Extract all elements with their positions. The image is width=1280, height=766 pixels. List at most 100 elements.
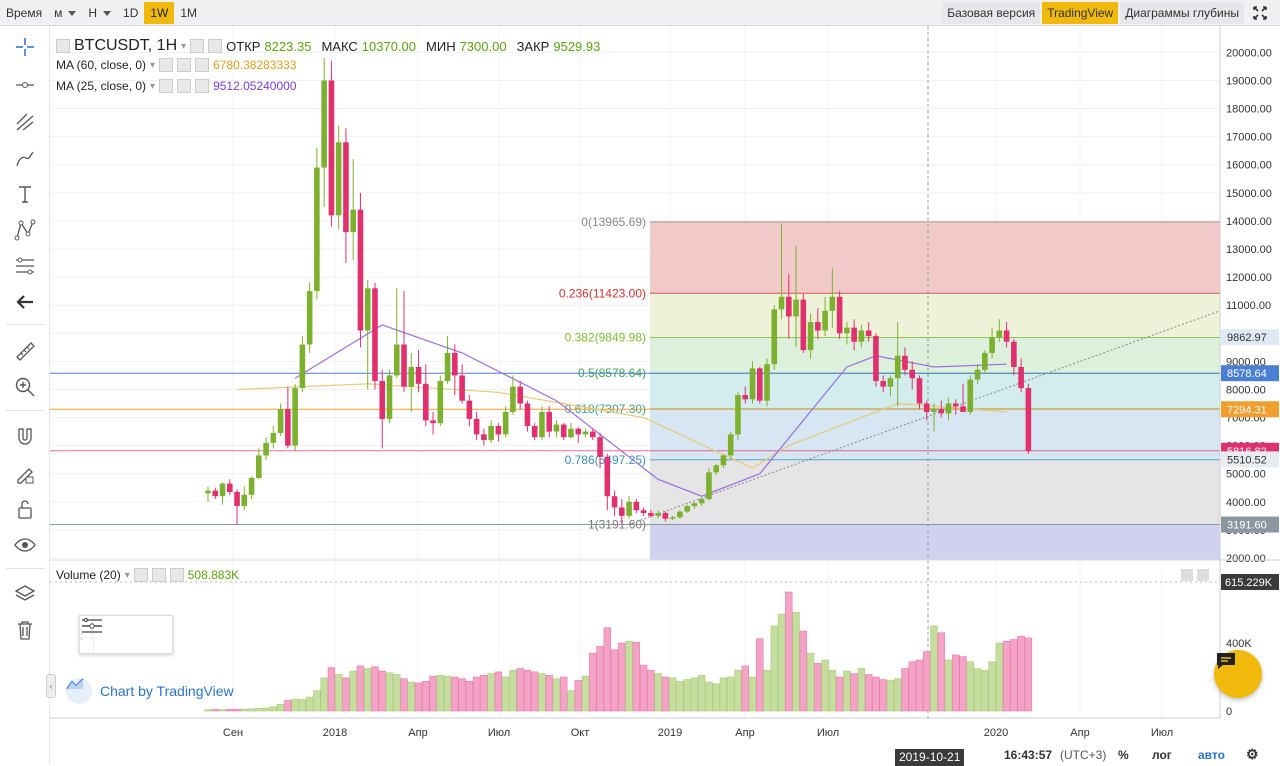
ruler-icon[interactable] <box>10 336 40 366</box>
volume-bar <box>574 680 582 712</box>
volume-dropdown-icon[interactable]: ▾ <box>124 569 130 581</box>
ma60-eye-icon[interactable] <box>159 58 174 72</box>
eye-icon[interactable] <box>10 530 40 560</box>
tradingview-brand[interactable]: Chart by TradingView <box>66 678 234 704</box>
ma25-eye-icon[interactable] <box>159 79 174 93</box>
price-tick-label: 14000.00 <box>1226 216 1272 228</box>
lock-drawing-icon[interactable] <box>10 458 40 488</box>
volume-bar <box>777 613 786 712</box>
volume-bar <box>465 680 474 712</box>
pitchfork-icon[interactable] <box>10 107 40 137</box>
close-label: ЗАКР <box>516 38 550 54</box>
volume-bar <box>625 640 633 712</box>
ma25-settings-icon[interactable] <box>177 79 192 93</box>
price-badge-label: 9862.97 <box>1227 332 1267 344</box>
candle-body <box>909 369 916 379</box>
drag-handle[interactable]: ⋮⋮ <box>77 616 97 653</box>
candle-body <box>611 496 618 508</box>
candle-body <box>219 483 226 497</box>
ma60-dropdown-icon[interactable]: ▾ <box>150 59 156 71</box>
price-tick-label: 18000.00 <box>1226 104 1272 116</box>
candle-body <box>248 477 255 495</box>
volume-bar <box>443 675 452 712</box>
trash-icon[interactable] <box>10 615 40 645</box>
ma60-settings-icon[interactable] <box>177 58 192 72</box>
time-tick-label: Апр <box>408 727 427 739</box>
collapse-toolbar-button[interactable]: ‹ <box>46 674 56 698</box>
legend-settings-icon-2[interactable] <box>208 39 223 53</box>
crosshair-icon[interactable] <box>10 32 40 62</box>
brand-text[interactable]: Chart by TradingView <box>100 683 234 699</box>
candle-body <box>916 378 923 404</box>
volume-tick-label: 0 <box>1226 706 1232 718</box>
ma60-label[interactable]: MA (60, close, 0) <box>56 58 147 72</box>
candle-body <box>582 431 589 435</box>
volume-bar <box>632 641 641 712</box>
interval-1w-button[interactable]: 1W <box>144 1 175 24</box>
volume-eye-icon[interactable] <box>133 568 148 582</box>
symbol-dropdown-icon[interactable]: ▾ <box>181 40 187 52</box>
unlock-icon[interactable] <box>10 494 40 524</box>
hour-interval-dropdown[interactable]: Н <box>82 2 117 24</box>
volume-bar <box>240 708 248 712</box>
low-value: 7300.00 <box>459 38 507 54</box>
interval-1m-button[interactable]: 1M <box>180 5 198 20</box>
candle-body <box>597 437 603 457</box>
candle-body <box>415 366 422 384</box>
timezone-label[interactable]: (UTC+3) <box>1060 747 1107 762</box>
magnet-icon[interactable] <box>10 422 40 452</box>
interval-1d-button[interactable]: 1D <box>123 5 139 20</box>
minute-interval-dropdown[interactable]: м <box>48 2 82 24</box>
fullscreen-icon[interactable] <box>1246 2 1274 24</box>
ma25-label[interactable]: MA (25, close, 0) <box>56 79 147 93</box>
auto-toggle[interactable]: авто <box>1198 747 1225 762</box>
price-badge <box>1221 401 1279 418</box>
candle-body <box>829 296 836 311</box>
tradingview-view-button[interactable]: TradingView <box>1042 1 1119 24</box>
collapse-legend-icon[interactable] <box>56 39 70 53</box>
volume-bar <box>334 674 343 712</box>
chart-area[interactable]: 0(13965.69) 0.236(11423.00) 0.382(9849.98)… <box>46 26 1280 766</box>
depth-chart-button[interactable]: Диаграммы глубины <box>1120 1 1244 24</box>
zoom-in-icon[interactable] <box>10 372 40 402</box>
time-tick-label: 2019 <box>658 727 682 739</box>
legend-settings-icon[interactable] <box>190 39 205 53</box>
ma60-close-icon[interactable] <box>195 58 210 72</box>
main-legend: BTCUSDT, 1H ▾ ОТКР 8223.35 МАКС 10370.00 М… <box>56 37 600 55</box>
candle-body <box>655 513 661 516</box>
settings-gear-icon[interactable]: ⚙ <box>1246 746 1259 762</box>
volume-bar <box>211 709 219 712</box>
volume-label[interactable]: Volume (20) <box>56 568 121 582</box>
fib-retracement-icon[interactable] <box>10 251 40 281</box>
volume-bar <box>886 680 895 712</box>
ma25-close-icon[interactable] <box>195 79 210 93</box>
volume-settings-icon[interactable] <box>151 568 166 582</box>
volume-bar <box>501 676 510 712</box>
candle-body <box>495 425 502 435</box>
ma25-dropdown-icon[interactable]: ▾ <box>150 80 156 92</box>
candle-body <box>931 409 937 412</box>
log-toggle[interactable]: лог <box>1152 747 1172 762</box>
price-tick-label: 15000.00 <box>1226 188 1272 200</box>
symbol-label[interactable]: BTCUSDT, 1H <box>74 37 178 54</box>
text-icon[interactable] <box>10 179 40 209</box>
candle-body <box>524 403 531 426</box>
high-label: МАКС <box>321 38 358 54</box>
layers-icon[interactable] <box>10 579 40 609</box>
chat-button[interactable] <box>1214 650 1262 698</box>
volume-close-icon[interactable] <box>169 568 184 582</box>
back-arrow-icon[interactable] <box>10 287 40 317</box>
price-chart-svg[interactable]: 0(13965.69) 0.236(11423.00) 0.382(9849.98)… <box>50 26 1280 765</box>
candle-body <box>880 381 886 387</box>
candle-body <box>923 403 930 412</box>
percent-toggle[interactable]: % <box>1118 747 1129 762</box>
pattern-icon[interactable] <box>10 215 40 245</box>
candle-body <box>945 403 952 414</box>
brush-icon[interactable] <box>10 143 40 173</box>
basic-view-button[interactable]: Базовая версия <box>942 1 1041 24</box>
candle-body <box>292 388 298 446</box>
candle-body <box>626 501 632 516</box>
line-tool-icon[interactable] <box>82 616 170 653</box>
trend-line-icon[interactable] <box>10 70 40 100</box>
volume-bar <box>545 674 553 712</box>
